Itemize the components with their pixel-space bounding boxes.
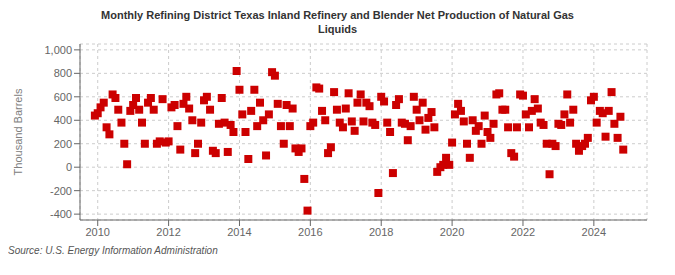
svg-text:2018: 2018 [369,226,393,238]
svg-text:2024: 2024 [582,226,606,238]
svg-text:2014: 2014 [227,226,251,238]
svg-text:2012: 2012 [156,226,180,238]
html-text:Source: U.S. Energy Informatio: Source: U.S. Energy Information Administ… [8,245,218,256]
svg-text:0: 0 [66,161,72,173]
html-text:Monthly Refining District Texa: Monthly Refining District Texas Inland R… [101,9,574,21]
svg-text:Thousand Barrels: Thousand Barrels [12,88,24,175]
svg-text:-400: -400 [50,208,72,220]
svg-text:2022: 2022 [511,226,535,238]
svg-text:1,000: 1,000 [44,44,72,56]
html-text:Liquids: Liquids [317,23,357,35]
svg-text:2016: 2016 [298,226,322,238]
svg-text:800: 800 [54,67,72,79]
svg-text:400: 400 [54,114,72,126]
svg-text:-200: -200 [50,185,72,197]
svg-text:200: 200 [54,138,72,150]
svg-text:2020: 2020 [440,226,464,238]
svg-text:2010: 2010 [85,226,109,238]
svg-text:600: 600 [54,91,72,103]
